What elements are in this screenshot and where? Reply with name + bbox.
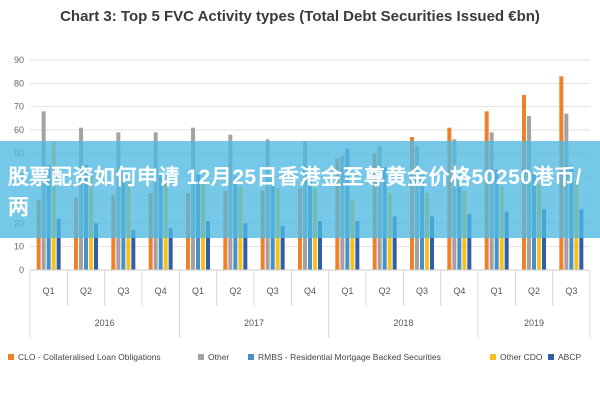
year-label: 2018 xyxy=(393,318,413,328)
bar-abcp xyxy=(168,228,173,270)
bar-abcp xyxy=(542,209,546,270)
overlay-banner: 股票配资如何申请 12月25日香港金至尊黄金价格50250港币/两 xyxy=(0,141,600,238)
legend-swatch xyxy=(548,354,554,360)
year-label: 2017 xyxy=(244,318,264,328)
x-tick-label: Q1 xyxy=(192,286,204,296)
x-tick-label: Q1 xyxy=(341,286,353,296)
x-tick-label: Q4 xyxy=(304,286,316,296)
legend-swatch xyxy=(490,354,496,360)
legend-swatch xyxy=(198,354,204,360)
legend-item-other: Other xyxy=(198,352,229,362)
x-tick-label: Q2 xyxy=(80,286,92,296)
chart-title: Chart 3: Top 5 FVC Activity types (Total… xyxy=(60,8,540,25)
bar-abcp xyxy=(318,221,322,270)
bar-abcp xyxy=(131,230,136,270)
bar-abcp xyxy=(280,225,285,270)
legend-item-rmbs: RMBS - Residential Mortgage Backed Secur… xyxy=(248,352,441,362)
year-label: 2019 xyxy=(524,318,544,328)
legend-item-other_cdo: Other CDO xyxy=(490,352,543,362)
bar-abcp xyxy=(94,223,98,270)
y-tick-label: 70 xyxy=(14,102,24,112)
chart-legend: CLO - Collateralised Loan Obligations Oth… xyxy=(8,352,598,368)
year-label: 2016 xyxy=(95,318,115,328)
x-tick-label: Q3 xyxy=(117,286,129,296)
bar-abcp xyxy=(56,218,61,270)
x-tick-label: Q3 xyxy=(267,286,279,296)
y-tick-label: 60 xyxy=(14,125,24,135)
x-tick-label: Q2 xyxy=(229,286,241,296)
bar-abcp xyxy=(206,221,210,270)
bar-abcp xyxy=(430,216,434,270)
legend-label: RMBS - Residential Mortgage Backed Secur… xyxy=(258,352,441,362)
x-tick-label: Q2 xyxy=(528,286,540,296)
x-tick-label: Q1 xyxy=(491,286,503,296)
y-tick-label: 10 xyxy=(14,242,24,252)
bar-abcp xyxy=(504,211,509,270)
bar-abcp xyxy=(579,209,584,270)
y-tick-label: 0 xyxy=(19,265,24,275)
bar-abcp xyxy=(243,223,248,270)
bar-abcp xyxy=(467,214,472,270)
bar-abcp xyxy=(392,216,397,270)
legend-label: ABCP xyxy=(558,352,582,362)
legend-swatch xyxy=(8,354,14,360)
x-tick-label: Q1 xyxy=(43,286,55,296)
legend-label: Other xyxy=(208,352,230,362)
x-tick-label: Q4 xyxy=(453,286,465,296)
y-tick-label: 80 xyxy=(14,78,24,88)
y-tick-label: 90 xyxy=(14,55,24,65)
x-tick-label: Q2 xyxy=(379,286,391,296)
legend-swatch xyxy=(248,354,254,360)
legend-label: CLO - Collateralised Loan Obligations xyxy=(18,352,161,362)
x-tick-label: Q4 xyxy=(155,286,167,296)
overlay-banner-text: 股票配资如何申请 12月25日香港金至尊黄金价格50250港币/两 xyxy=(8,166,582,219)
legend-item-abcp: ABCP xyxy=(548,352,581,362)
x-tick-label: Q3 xyxy=(565,286,577,296)
x-tick-label: Q3 xyxy=(416,286,428,296)
bar-abcp xyxy=(355,221,360,270)
legend-label: Other CDO xyxy=(500,352,543,362)
legend-item-clo: CLO - Collateralised Loan Obligations xyxy=(8,352,161,362)
